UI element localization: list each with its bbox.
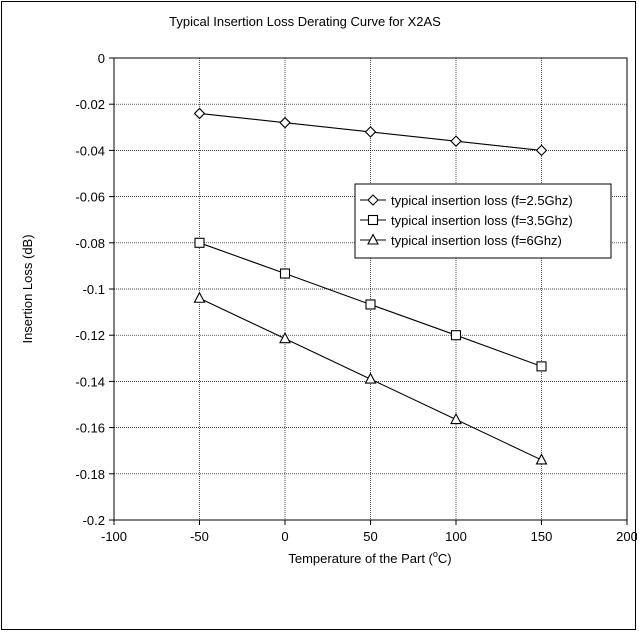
x-tick-label: -100 — [101, 529, 127, 544]
x-tick-label: -50 — [190, 529, 209, 544]
data-point — [450, 412, 462, 425]
x-axis-label: Temperature of the Part (oC) — [288, 549, 451, 566]
data-point — [279, 331, 291, 344]
y-tick-label: -0.02 — [75, 97, 105, 112]
data-point — [536, 361, 547, 372]
legend-marker — [367, 233, 379, 245]
legend-box — [354, 183, 612, 259]
y-tick-label: -0.08 — [75, 236, 105, 251]
y-axis: 0 -0.02 -0.04 -0.06 -0.08 -0.1 -0.12 -0.14 -0.16… — [75, 51, 114, 528]
y-tick-label: -0.04 — [75, 143, 105, 158]
data-point — [193, 107, 206, 120]
legend-marker — [367, 194, 379, 206]
x-axis: -100 -50 0 50 100 150 200 — [101, 520, 638, 544]
x-tick-label: 0 — [281, 529, 288, 544]
data-point — [279, 116, 291, 129]
x-tick-label: 100 — [445, 529, 467, 544]
series-3 — [193, 291, 548, 465]
data-point — [193, 291, 206, 303]
y-tick-label: -0.2 — [83, 513, 105, 528]
legend-entry-label: typical insertion loss (f=6Ghz) — [391, 233, 562, 248]
x-tick-label: 50 — [363, 529, 377, 544]
x-tick-label: 150 — [531, 529, 553, 544]
y-tick-label: -0.18 — [75, 467, 105, 482]
data-point — [194, 237, 205, 248]
series-1 — [193, 107, 548, 157]
series-group — [193, 107, 548, 465]
data-point — [535, 453, 548, 465]
legend-entry-label: typical insertion loss (f=2.5Ghz) — [391, 193, 573, 208]
data-point — [450, 135, 462, 147]
y-tick-label: -0.12 — [75, 328, 105, 343]
y-tick-label: -0.06 — [75, 190, 105, 205]
data-point — [279, 268, 291, 279]
legend-marker — [367, 214, 379, 226]
data-point — [365, 299, 376, 310]
y-tick-label: 0 — [98, 51, 105, 66]
data-point — [535, 144, 548, 157]
data-point — [364, 372, 377, 384]
data-point — [450, 330, 462, 341]
y-tick-label: -0.1 — [83, 282, 105, 297]
y-axis-label: Insertion Loss (dB) — [20, 234, 35, 343]
chart-title: Typical Insertion Loss Derating Curve fo… — [169, 14, 441, 29]
x-tick-label: 200 — [616, 529, 637, 544]
series-2 — [194, 237, 547, 372]
data-point — [364, 126, 377, 138]
y-tick-label: -0.16 — [75, 421, 105, 436]
y-tick-label: -0.14 — [75, 374, 105, 389]
legend-entry-label: typical insertion loss (f=3.5Ghz) — [391, 213, 573, 228]
legend: typical insertion loss (f=2.5Ghz) typical… — [354, 183, 612, 259]
